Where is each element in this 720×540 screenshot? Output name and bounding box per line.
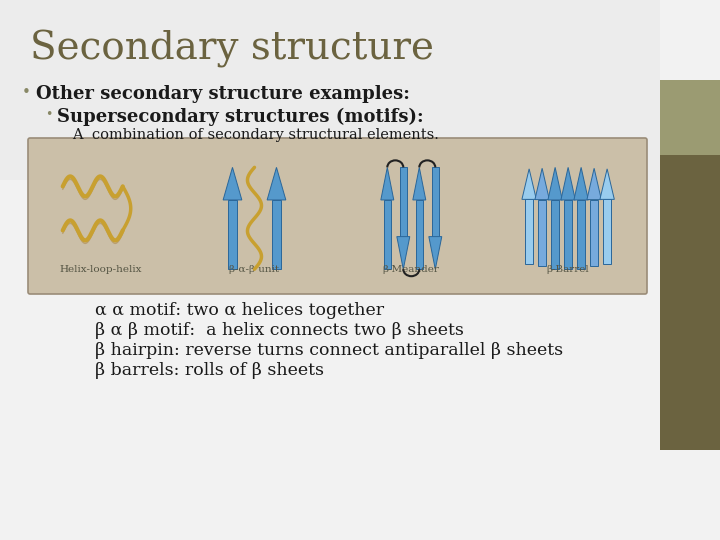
- Polygon shape: [535, 168, 549, 200]
- Polygon shape: [432, 167, 438, 237]
- Text: •: •: [45, 108, 53, 121]
- Text: β α β motif:  a helix connects two β sheets: β α β motif: a helix connects two β shee…: [95, 322, 464, 339]
- Polygon shape: [416, 200, 423, 269]
- Polygon shape: [552, 200, 559, 269]
- Polygon shape: [271, 200, 282, 269]
- Polygon shape: [561, 167, 575, 200]
- Text: Other secondary structure examples:: Other secondary structure examples:: [36, 85, 410, 103]
- Text: Supersecondary structures (motifs):: Supersecondary structures (motifs):: [57, 108, 423, 126]
- Text: Secondary structure: Secondary structure: [30, 30, 434, 68]
- Polygon shape: [522, 169, 536, 199]
- Text: α α motif: two α helices together: α α motif: two α helices together: [95, 302, 384, 319]
- Polygon shape: [267, 167, 286, 200]
- Polygon shape: [564, 200, 572, 269]
- Bar: [660, 155, 720, 450]
- Polygon shape: [400, 167, 407, 237]
- Text: β-Barrel: β-Barrel: [546, 265, 590, 274]
- Polygon shape: [590, 200, 598, 266]
- FancyBboxPatch shape: [28, 138, 647, 294]
- Polygon shape: [413, 167, 426, 200]
- Text: •: •: [22, 85, 31, 100]
- Polygon shape: [526, 199, 533, 264]
- Polygon shape: [223, 167, 242, 200]
- Bar: [660, 80, 720, 155]
- Polygon shape: [429, 237, 442, 269]
- Polygon shape: [539, 200, 546, 266]
- Polygon shape: [384, 200, 391, 269]
- Text: Helix-loop-helix: Helix-loop-helix: [60, 265, 142, 274]
- Text: β hairpin: reverse turns connect antiparallel β sheets: β hairpin: reverse turns connect antipar…: [95, 342, 563, 359]
- Polygon shape: [574, 167, 588, 200]
- Polygon shape: [587, 168, 601, 200]
- Text: β-α-β unit: β-α-β unit: [230, 265, 279, 274]
- Text: A  combination of secondary structural elements.: A combination of secondary structural el…: [72, 128, 439, 142]
- Text: β barrels: rolls of β sheets: β barrels: rolls of β sheets: [95, 362, 324, 379]
- Text: β-Meander: β-Meander: [383, 265, 440, 274]
- Polygon shape: [577, 200, 585, 269]
- Polygon shape: [228, 200, 238, 269]
- Polygon shape: [548, 167, 562, 200]
- Polygon shape: [397, 237, 410, 269]
- Polygon shape: [603, 199, 611, 264]
- Polygon shape: [600, 169, 614, 199]
- Bar: [0, 0, 660, 180]
- Polygon shape: [381, 167, 394, 200]
